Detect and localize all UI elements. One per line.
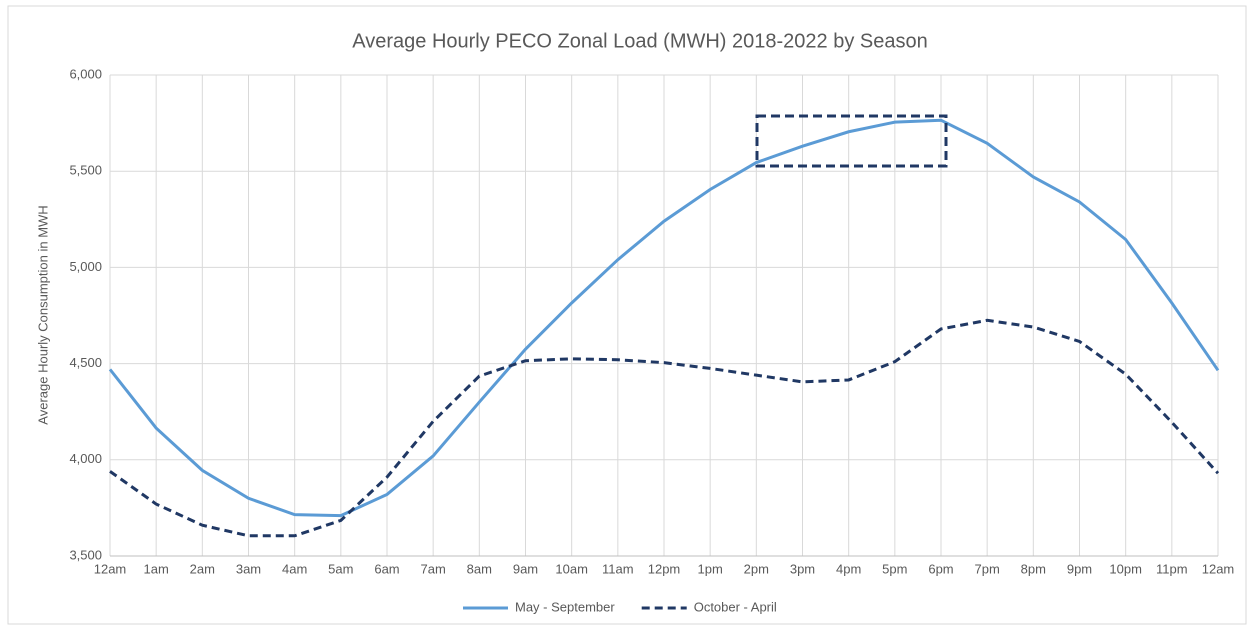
legend-label: October - April — [694, 599, 777, 614]
y-tick-label: 5,500 — [69, 163, 102, 178]
legend-label: May - September — [515, 599, 615, 614]
x-tick-label: 9am — [513, 561, 538, 576]
x-tick-label: 11pm — [1156, 561, 1188, 576]
x-tick-label: 12am — [1202, 561, 1235, 576]
x-tick-label: 2am — [190, 561, 215, 576]
x-tick-label: 8am — [467, 561, 492, 576]
y-tick-label: 5,000 — [69, 259, 102, 274]
series-line — [108, 118, 1220, 518]
x-tick-label: 10am — [555, 561, 588, 576]
x-tick-label: 5am — [328, 561, 353, 576]
x-tick-label: 4pm — [836, 561, 861, 576]
x-tick-label: 11am — [602, 561, 634, 576]
highlight-box — [755, 114, 948, 168]
y-axis-label: Average Hourly Consumption in MWH — [35, 205, 50, 424]
x-tick-label: 2pm — [744, 561, 769, 576]
x-tick-label: 6am — [374, 561, 399, 576]
x-tick-label: 7pm — [975, 561, 1000, 576]
x-tick-label: 12am — [94, 561, 127, 576]
x-tick-label: 1pm — [698, 561, 723, 576]
x-tick-label: 10pm — [1109, 561, 1142, 576]
y-tick-label: 3,500 — [69, 547, 102, 562]
x-tick-label: 4am — [282, 561, 307, 576]
x-tick-label: 9pm — [1067, 561, 1092, 576]
series-line — [109, 318, 1220, 538]
x-tick-label: 12pm — [648, 561, 681, 576]
x-tick-label: 6pm — [928, 561, 953, 576]
x-tick-label: 1am — [144, 561, 169, 576]
y-tick-label: 4,500 — [69, 355, 102, 370]
x-tick-label: 5pm — [882, 561, 907, 576]
x-tick-label: 7am — [421, 561, 446, 576]
y-tick-label: 6,000 — [69, 66, 102, 81]
chart-title: Average Hourly PECO Zonal Load (MWH) 201… — [352, 30, 927, 52]
x-tick-label: 8pm — [1021, 561, 1046, 576]
chart-frame — [7, 5, 1247, 625]
y-tick-label: 4,000 — [69, 451, 102, 466]
x-tick-label: 3am — [236, 561, 261, 576]
x-tick-label: 3pm — [790, 561, 815, 576]
